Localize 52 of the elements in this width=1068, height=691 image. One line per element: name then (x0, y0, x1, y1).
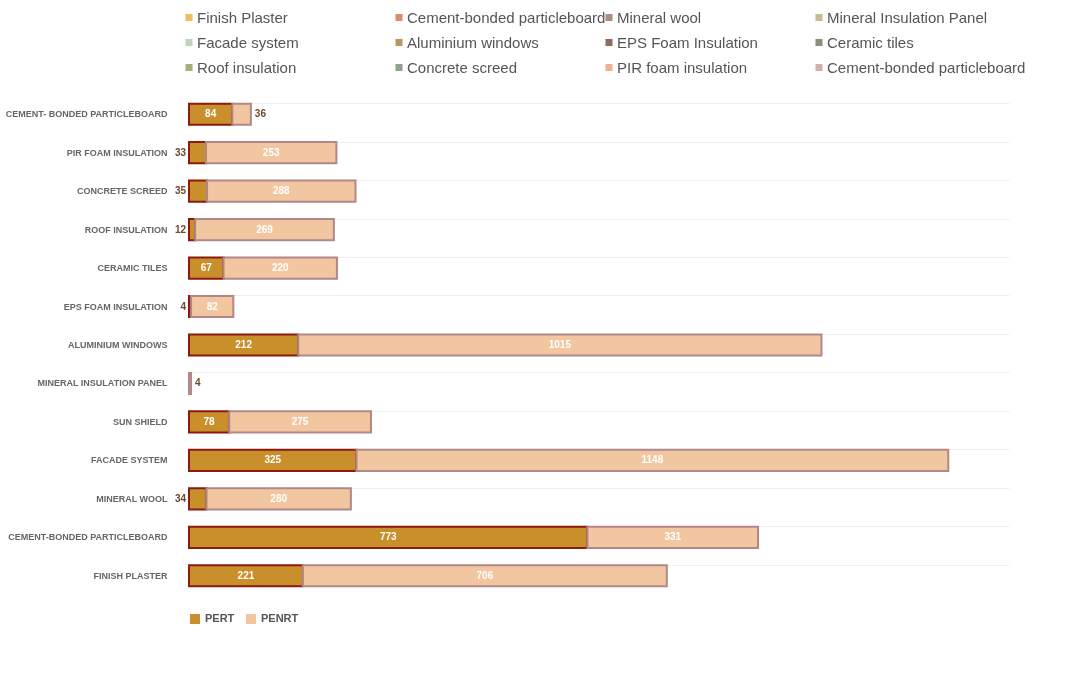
y-tick-label: CEMENT-BONDED PARTICLEBOARD (8, 532, 168, 543)
data-label: 12 (174, 223, 187, 235)
data-label: 33 (174, 146, 187, 158)
data-label: 220 (271, 262, 290, 274)
data-label: 288 (272, 185, 291, 197)
y-tick-label: CEMENT- BONDED PARTICLEBOARD (5, 109, 168, 120)
data-label: 1148 (641, 454, 664, 466)
data-label: 253 (262, 146, 280, 158)
category-label: PIR foam insulation (617, 58, 748, 76)
category-label: Ceramic tiles (827, 33, 914, 51)
y-tick-label: CONCRETE SCREED (76, 186, 168, 197)
data-label: 84 (205, 108, 217, 120)
category-label: Cement-bonded particleboard (827, 58, 1026, 76)
y-tick-label: PIR FOAM INSULATION (66, 147, 168, 158)
y-tick-label: ROOF INSULATION (84, 224, 168, 235)
data-label: 221 (237, 569, 255, 581)
y-tick-label: EPS FOAM INSULATION (63, 301, 168, 312)
data-label: 35 (174, 185, 187, 197)
data-label: 773 (379, 531, 397, 543)
category-label: Mineral wool (617, 8, 702, 26)
y-tick-label: CERAMIC TILES (97, 263, 168, 274)
data-label: 269 (256, 223, 274, 235)
data-label: 325 (264, 454, 282, 466)
legend-label: PENRT (261, 612, 299, 624)
data-label: 4 (195, 377, 202, 389)
data-label: 34 (174, 492, 187, 504)
data-label: 331 (664, 531, 682, 543)
data-label: 212 (235, 339, 253, 350)
y-tick-label: MINERAL WOOL (96, 493, 168, 504)
category-label: Facade system (197, 33, 299, 51)
category-label: Concrete screed (407, 58, 518, 76)
y-tick-label: MINERAL INSULATION PANEL (37, 378, 168, 389)
data-label: 4 (180, 300, 187, 312)
category-label: EPS Foam Insulation (617, 33, 758, 51)
y-tick-label: FINISH PLASTER (93, 570, 168, 581)
legend-label: PERT (205, 612, 235, 624)
category-label: Aluminium windows (407, 33, 539, 51)
data-label: 280 (270, 492, 288, 504)
category-label: Roof insulation (197, 58, 297, 76)
data-label: 67 (200, 262, 213, 274)
data-label: 36 (254, 108, 267, 120)
y-tick-label: SUN SHIELD (112, 416, 168, 427)
y-tick-label: FACADE SYSTEM (90, 455, 168, 466)
data-label: 78 (203, 415, 216, 427)
category-label: Mineral Insulation Panel (827, 8, 988, 26)
category-label: Finish Plaster (197, 8, 288, 26)
category-label: Cement-bonded particleboard (407, 8, 606, 26)
data-label: 1015 (548, 339, 572, 350)
data-label: 82 (206, 300, 219, 312)
data-label: 706 (476, 569, 494, 581)
y-tick-label: ALUMINIUM WINDOWS (68, 340, 168, 350)
data-label: 275 (291, 415, 309, 427)
